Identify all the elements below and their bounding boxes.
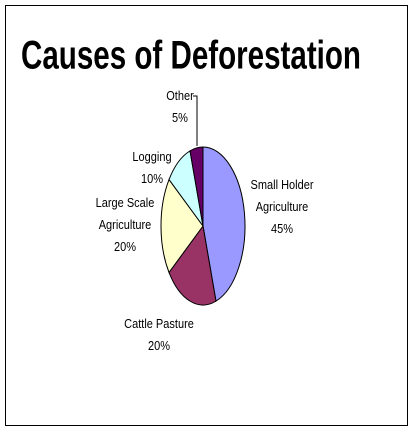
slice-label: Small Holder Agriculture 45% <box>245 174 319 240</box>
category-label: Large Scale Agriculture <box>95 196 155 232</box>
pie-slice <box>189 146 204 227</box>
pie-slice <box>160 178 204 274</box>
value-label: 10% <box>140 172 164 186</box>
category-label: Small Holder Agriculture <box>250 178 314 214</box>
slice-label: Cattle Pasture 20% <box>107 313 211 357</box>
category-label: Cattle Pasture <box>124 317 194 331</box>
value-label: 20% <box>113 240 137 254</box>
slice-label: Logging 10% <box>127 146 176 190</box>
category-label: Other <box>166 89 194 103</box>
category-label: Logging <box>132 150 172 164</box>
value-label: 20% <box>147 339 171 353</box>
value-label: 5% <box>172 111 188 125</box>
leader-line <box>193 95 198 146</box>
pie-slice <box>168 224 217 306</box>
chart-title: Causes of Deforestation <box>21 34 361 78</box>
value-label: 45% <box>270 222 294 236</box>
pie <box>160 146 246 306</box>
pie-slice <box>202 146 246 302</box>
slice-label: Large Scale Agriculture 20% <box>91 192 160 258</box>
slice-label: Other 5% <box>162 85 197 129</box>
